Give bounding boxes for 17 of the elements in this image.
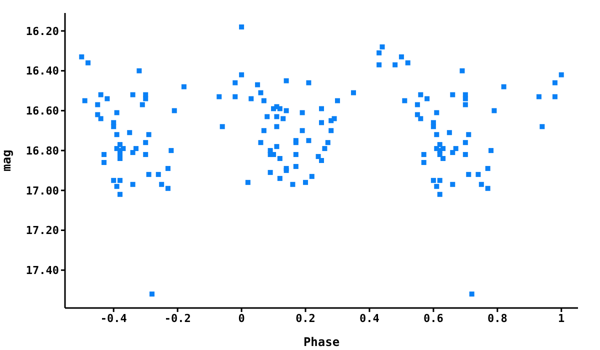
x-tick-label: -0.4 xyxy=(100,312,128,325)
y-tick-label: 16.60 xyxy=(26,104,59,118)
x-tick-label: 0.4 xyxy=(360,312,380,325)
x-tick-label: 0 xyxy=(238,312,245,325)
x-axis-title: Phase xyxy=(303,335,340,349)
y-tick-label: 16.40 xyxy=(26,64,59,78)
x-tick-label: -0.2 xyxy=(164,312,191,325)
x-tick-label: 0.8 xyxy=(487,312,508,325)
x-tick-label: 0.2 xyxy=(296,312,316,325)
x-tick-label: 1 xyxy=(558,312,566,325)
y-tick-label: 16.80 xyxy=(26,144,59,158)
y-tick-label: 17.20 xyxy=(26,224,59,238)
x-tick-label: 0.6 xyxy=(424,312,444,325)
y-axis-title: mag xyxy=(0,150,14,172)
y-tick-label: 17.00 xyxy=(26,184,59,198)
y-tick-label: 16.20 xyxy=(26,24,59,38)
y-tick-label: 17.40 xyxy=(26,264,59,278)
